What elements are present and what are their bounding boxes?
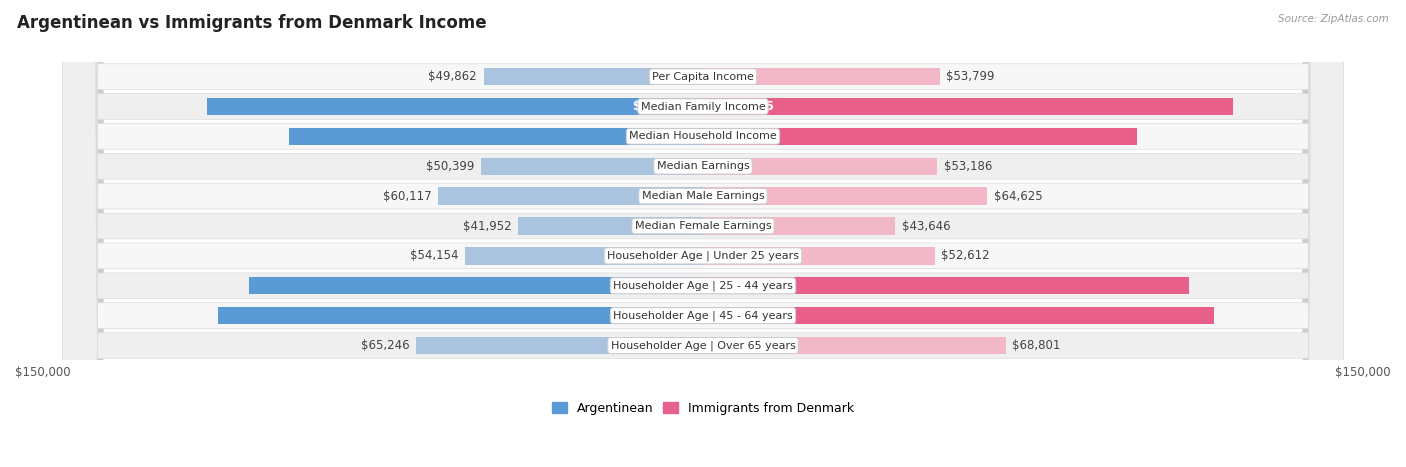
FancyBboxPatch shape [69,0,1337,467]
Bar [249,277,703,294]
Bar [703,217,896,235]
FancyBboxPatch shape [69,0,1337,467]
Text: $53,799: $53,799 [946,70,995,83]
Text: Householder Age | 25 - 44 years: Householder Age | 25 - 44 years [613,281,793,291]
Bar [703,128,1136,145]
Bar [484,68,703,85]
Text: $112,665: $112,665 [633,100,695,113]
FancyBboxPatch shape [69,0,1337,467]
Bar [703,68,939,85]
Bar [703,187,987,205]
Bar [416,337,703,354]
Bar [218,307,703,324]
FancyBboxPatch shape [63,0,1343,467]
Bar [703,247,935,265]
Text: Median Family Income: Median Family Income [641,101,765,112]
Text: $120,445: $120,445 [711,100,773,113]
Bar [519,217,703,235]
Legend: Argentinean, Immigrants from Denmark: Argentinean, Immigrants from Denmark [547,397,859,420]
Text: $110,103: $110,103 [633,309,695,322]
Text: Householder Age | Over 65 years: Householder Age | Over 65 years [610,340,796,351]
Text: $52,612: $52,612 [941,249,990,262]
Text: $54,154: $54,154 [409,249,458,262]
Bar [439,187,703,205]
Text: $53,186: $53,186 [943,160,993,173]
FancyBboxPatch shape [63,0,1343,467]
Bar [290,128,703,145]
Bar [464,247,703,265]
Text: Median Household Income: Median Household Income [628,131,778,142]
Text: $110,363: $110,363 [711,279,773,292]
Text: $41,952: $41,952 [463,219,512,233]
FancyBboxPatch shape [63,0,1343,467]
Text: Median Female Earnings: Median Female Earnings [634,221,772,231]
Bar [703,307,1213,324]
FancyBboxPatch shape [63,0,1343,467]
FancyBboxPatch shape [63,0,1343,467]
FancyBboxPatch shape [69,0,1337,467]
Text: $60,117: $60,117 [384,190,432,203]
Text: $98,510: $98,510 [711,130,765,143]
Text: Householder Age | 45 - 64 years: Householder Age | 45 - 64 years [613,311,793,321]
FancyBboxPatch shape [69,0,1337,467]
FancyBboxPatch shape [69,0,1337,467]
Bar [703,277,1188,294]
Text: $49,862: $49,862 [429,70,477,83]
Text: Median Male Earnings: Median Male Earnings [641,191,765,201]
Text: $64,625: $64,625 [994,190,1043,203]
Text: $50,399: $50,399 [426,160,475,173]
Text: $68,801: $68,801 [1012,339,1060,352]
Bar [703,98,1233,115]
FancyBboxPatch shape [69,0,1337,467]
FancyBboxPatch shape [63,0,1343,467]
FancyBboxPatch shape [69,0,1337,467]
Text: Median Earnings: Median Earnings [657,161,749,171]
FancyBboxPatch shape [63,0,1343,467]
FancyBboxPatch shape [63,0,1343,467]
FancyBboxPatch shape [63,0,1343,467]
Text: Argentinean vs Immigrants from Denmark Income: Argentinean vs Immigrants from Denmark I… [17,14,486,32]
Text: Source: ZipAtlas.com: Source: ZipAtlas.com [1278,14,1389,24]
Text: $65,246: $65,246 [360,339,409,352]
Text: Householder Age | Under 25 years: Householder Age | Under 25 years [607,251,799,261]
Text: $93,960: $93,960 [641,130,695,143]
Bar [207,98,703,115]
Text: $116,000: $116,000 [711,309,773,322]
FancyBboxPatch shape [69,0,1337,467]
Text: $103,111: $103,111 [633,279,695,292]
FancyBboxPatch shape [69,0,1337,467]
FancyBboxPatch shape [63,0,1343,467]
Bar [703,337,1005,354]
Text: Per Capita Income: Per Capita Income [652,71,754,82]
Bar [703,157,936,175]
Text: $43,646: $43,646 [901,219,950,233]
Bar [481,157,703,175]
